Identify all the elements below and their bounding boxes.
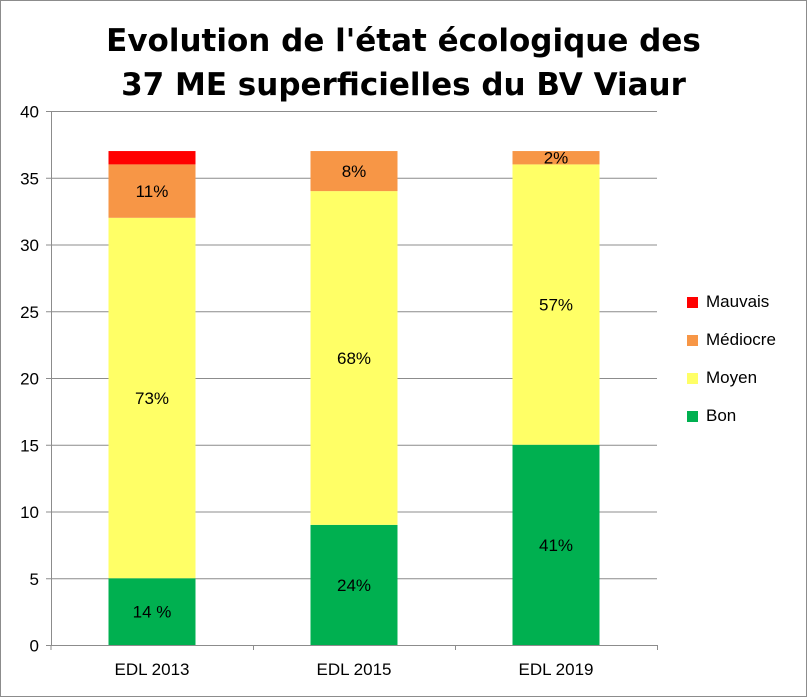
y-tick-label: 20	[20, 370, 39, 389]
y-tick-label: 35	[20, 169, 39, 188]
x-category-label: EDL 2019	[519, 660, 594, 679]
data-label: 41%	[539, 536, 573, 555]
bar-segment-moyen	[310, 191, 398, 525]
legend-label: Médiocre	[706, 330, 776, 349]
y-tick-label: 15	[20, 436, 39, 455]
legend-item-moyen: Moyen	[687, 359, 776, 397]
bar-segment-bon	[108, 578, 196, 645]
bar-segment-médiocre	[108, 164, 196, 218]
bar-segment-moyen	[512, 164, 600, 445]
y-tick-label: 30	[20, 236, 39, 255]
data-label: 11%	[136, 182, 169, 201]
bar-segment-moyen	[108, 217, 196, 579]
data-label: 73%	[135, 389, 169, 408]
data-label: 68%	[337, 349, 371, 368]
bar-segment-bon	[310, 524, 398, 645]
legend-item-médiocre: Médiocre	[687, 321, 776, 359]
legend: Mauvais Médiocre Moyen Bon	[687, 283, 776, 435]
legend-item-mauvais: Mauvais	[687, 283, 776, 321]
data-label: 2%	[544, 149, 569, 168]
legend-swatch	[687, 334, 698, 346]
bar-segment-médiocre	[512, 151, 600, 165]
x-category-label: EDL 2015	[317, 660, 392, 679]
legend-swatch	[687, 296, 698, 308]
legend-swatch	[687, 410, 698, 422]
y-tick-label: 0	[30, 637, 39, 656]
y-tick-label: 10	[20, 503, 39, 522]
chart-title: Evolution de l'état écologique des 37 ME…	[1, 19, 806, 107]
data-label: 57%	[539, 296, 573, 315]
legend-item-bon: Bon	[687, 397, 776, 435]
y-tick-label: 5	[30, 570, 39, 589]
data-label: 24%	[337, 576, 371, 595]
bar-segment-médiocre	[310, 151, 398, 192]
chart-title-line-1: Evolution de l'état écologique des	[106, 23, 701, 59]
data-label: 14 %	[133, 603, 172, 622]
x-category-label: EDL 2013	[115, 660, 190, 679]
legend-label: Moyen	[706, 368, 758, 387]
data-label: 8%	[342, 162, 367, 181]
y-tick-label: 40	[20, 103, 39, 122]
bar-segment-mauvais	[108, 151, 196, 165]
legend-label: Bon	[706, 406, 737, 425]
legend-swatch	[687, 372, 698, 384]
bar-segment-bon	[512, 444, 600, 645]
y-tick-label: 25	[20, 303, 39, 322]
chart-title-line-2: 37 ME superficielles du BV Viaur	[121, 67, 686, 103]
legend-label: Mauvais	[706, 292, 770, 311]
